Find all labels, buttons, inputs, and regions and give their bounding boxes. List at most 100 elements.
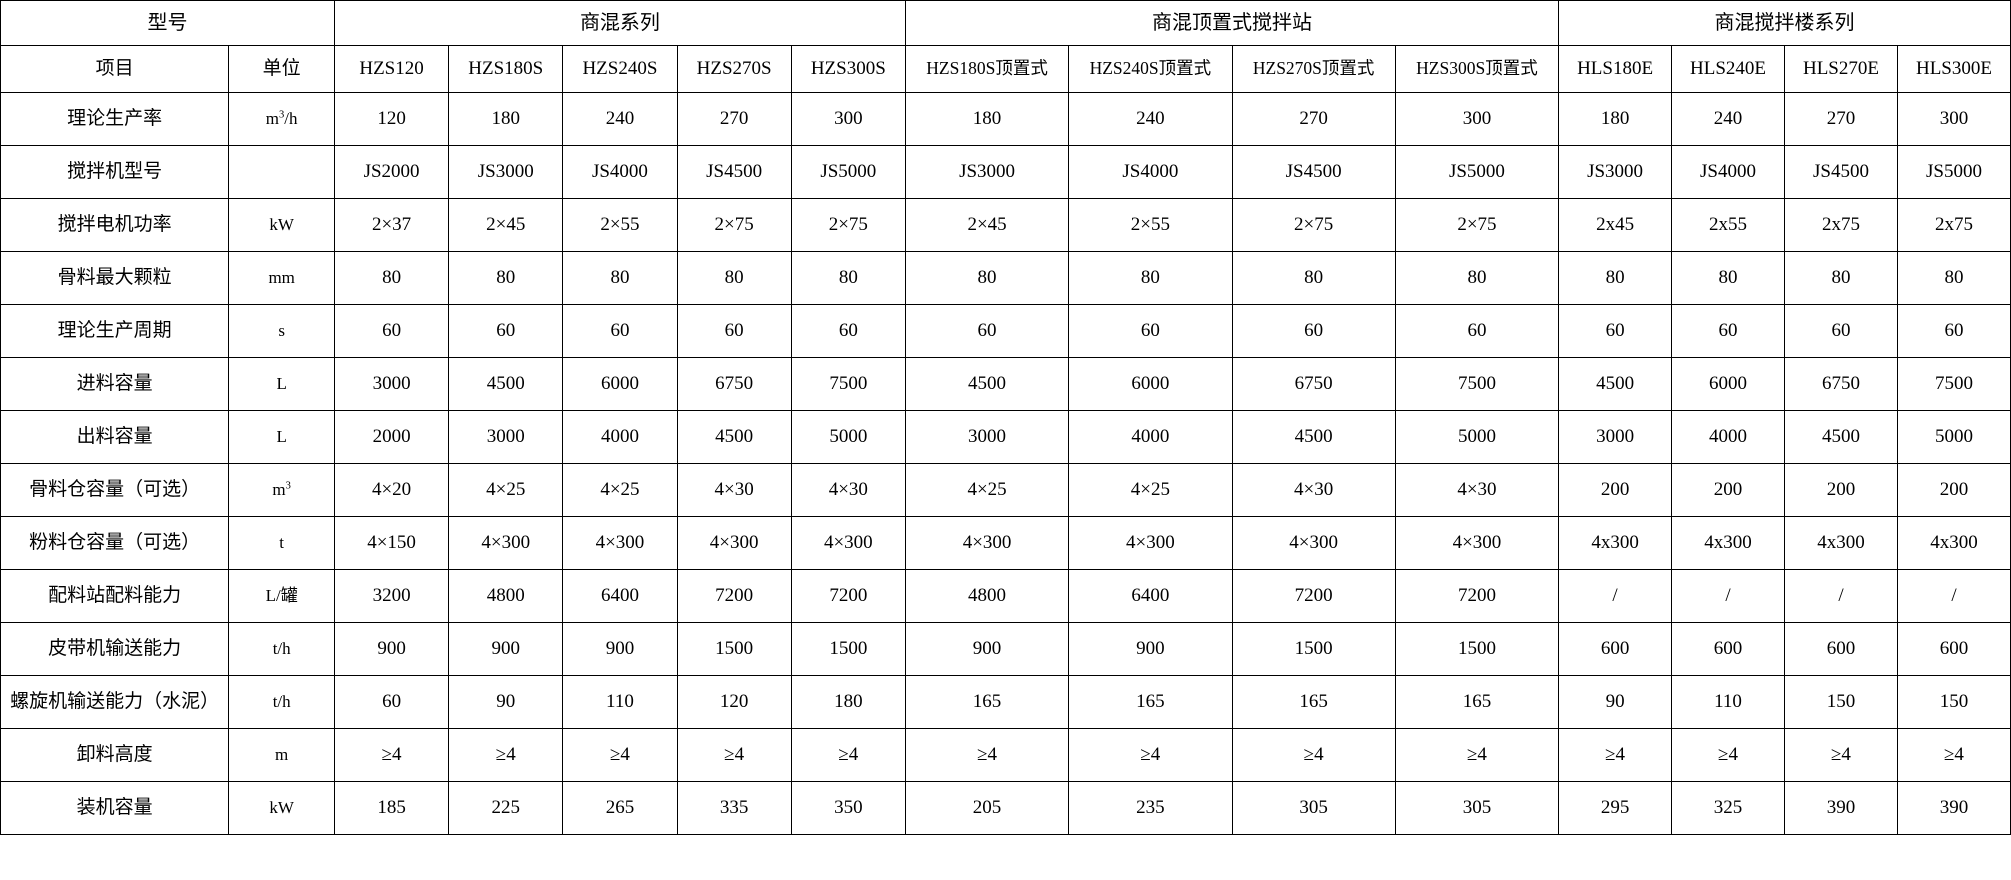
cell-皮带机输送能力-hzs180s顶置式: 900 bbox=[904, 622, 1070, 676]
header-model-hzs180s顶置式: HZS180S顶置式 bbox=[904, 45, 1070, 93]
cell-理论生产周期-hls270e: 60 bbox=[1784, 304, 1898, 358]
cell-搅拌电机功率-hzs270s: 2×75 bbox=[676, 198, 792, 252]
header-unit-label: 单位 bbox=[228, 45, 335, 93]
row-label-粉料仓容量-可选: 粉料仓容量（可选） bbox=[0, 516, 230, 570]
cell-皮带机输送能力-hls240e: 600 bbox=[1671, 622, 1785, 676]
cell-粉料仓容量-可选-hls240e: 4x300 bbox=[1671, 516, 1785, 570]
cell-搅拌电机功率-hls240e: 2x55 bbox=[1671, 198, 1785, 252]
cell-理论生产周期-hzs120: 60 bbox=[333, 304, 450, 358]
cell-搅拌电机功率-hzs180s顶置式: 2×45 bbox=[904, 198, 1070, 252]
header-group-1: 商混系列 bbox=[333, 0, 906, 46]
row-unit-配料站配料能力: L/罐 bbox=[228, 569, 335, 623]
cell-进料容量-hzs180s: 4500 bbox=[448, 357, 564, 411]
table-row: 粉料仓容量（可选） t 4×150 4×300 4×300 4×300 4×300 4×300… bbox=[0, 516, 2011, 570]
cell-搅拌电机功率-hls300e: 2x75 bbox=[1896, 198, 2011, 252]
row-unit-骨料最大颗粒: mm bbox=[228, 251, 335, 305]
header-model-row: 项目 单位 HZS120 HZS180S HZS240S HZS270S HZS300S HZ… bbox=[0, 45, 2011, 93]
row-label-配料站配料能力: 配料站配料能力 bbox=[0, 569, 230, 623]
cell-骨料仓容量-可选-hzs270s: 4×30 bbox=[676, 463, 792, 517]
cell-搅拌机型号-hzs300s顶置式: JS5000 bbox=[1394, 145, 1560, 199]
cell-骨料最大颗粒-hzs180s: 80 bbox=[448, 251, 564, 305]
cell-骨料最大颗粒-hzs240s顶置式: 80 bbox=[1068, 251, 1233, 305]
cell-搅拌机型号-hls270e: JS4500 bbox=[1784, 145, 1898, 199]
header-model-hls270e: HLS270E bbox=[1784, 45, 1898, 93]
cell-理论生产率-hzs240s顶置式: 240 bbox=[1068, 92, 1233, 146]
cell-理论生产周期-hls240e: 60 bbox=[1671, 304, 1785, 358]
cell-骨料仓容量-可选-hzs300s顶置式: 4×30 bbox=[1394, 463, 1560, 517]
cell-卸料高度-hls300e: ≥4 bbox=[1896, 728, 2011, 782]
cell-卸料高度-hzs180s: ≥4 bbox=[448, 728, 564, 782]
cell-配料站配料能力-hls270e: / bbox=[1784, 569, 1898, 623]
cell-骨料最大颗粒-hls180e: 80 bbox=[1558, 251, 1673, 305]
table-row: 螺旋机输送能力（水泥） t/h 60 90 110 120 180 165 165 165 165 9… bbox=[0, 675, 2011, 729]
cell-搅拌电机功率-hzs270s顶置式: 2×75 bbox=[1231, 198, 1396, 252]
cell-卸料高度-hzs120: ≥4 bbox=[333, 728, 450, 782]
cell-理论生产率-hzs270s顶置式: 270 bbox=[1231, 92, 1396, 146]
cell-进料容量-hls270e: 6750 bbox=[1784, 357, 1898, 411]
row-unit-骨料仓容量-可选: m3 bbox=[228, 463, 335, 517]
cell-出料容量-hzs240s: 4000 bbox=[562, 410, 678, 464]
cell-装机容量-hzs120: 185 bbox=[333, 781, 450, 835]
header-model-hls240e: HLS240E bbox=[1671, 45, 1785, 93]
cell-螺旋机输送能力-水泥-hls240e: 110 bbox=[1671, 675, 1785, 729]
cell-出料容量-hls300e: 5000 bbox=[1896, 410, 2011, 464]
table-row: 搅拌电机功率 kW 2×37 2×45 2×55 2×75 2×75 2×45 2×55 2×75… bbox=[0, 198, 2011, 252]
cell-粉料仓容量-可选-hzs120: 4×150 bbox=[333, 516, 450, 570]
cell-进料容量-hzs240s顶置式: 6000 bbox=[1068, 357, 1233, 411]
cell-皮带机输送能力-hls300e: 600 bbox=[1896, 622, 2011, 676]
cell-皮带机输送能力-hzs270s: 1500 bbox=[676, 622, 792, 676]
header-model-hzs300s: HZS300S bbox=[790, 45, 906, 93]
cell-配料站配料能力-hls180e: / bbox=[1558, 569, 1673, 623]
row-unit-粉料仓容量-可选: t bbox=[228, 516, 335, 570]
cell-搅拌电机功率-hzs300s: 2×75 bbox=[790, 198, 906, 252]
cell-出料容量-hzs120: 2000 bbox=[333, 410, 450, 464]
cell-进料容量-hzs270s: 6750 bbox=[676, 357, 792, 411]
cell-理论生产率-hzs300s: 300 bbox=[790, 92, 906, 146]
table-row: 理论生产率 m3/h 120 180 240 270 300 180 240 270 300 180 2… bbox=[0, 92, 2011, 146]
header-group-3: 商混搅拌楼系列 bbox=[1558, 0, 2011, 46]
cell-出料容量-hls270e: 4500 bbox=[1784, 410, 1898, 464]
cell-搅拌电机功率-hzs180s: 2×45 bbox=[448, 198, 564, 252]
cell-进料容量-hls300e: 7500 bbox=[1896, 357, 2011, 411]
cell-粉料仓容量-可选-hzs300s: 4×300 bbox=[790, 516, 906, 570]
cell-搅拌机型号-hls180e: JS3000 bbox=[1558, 145, 1673, 199]
cell-出料容量-hzs270s: 4500 bbox=[676, 410, 792, 464]
cell-理论生产率-hzs180s: 180 bbox=[448, 92, 564, 146]
row-unit-进料容量: L bbox=[228, 357, 335, 411]
row-label-装机容量: 装机容量 bbox=[0, 781, 230, 835]
header-model-hzs270s: HZS270S bbox=[676, 45, 792, 93]
cell-骨料仓容量-可选-hzs270s顶置式: 4×30 bbox=[1231, 463, 1396, 517]
cell-装机容量-hls180e: 295 bbox=[1558, 781, 1673, 835]
cell-粉料仓容量-可选-hzs240s: 4×300 bbox=[562, 516, 678, 570]
cell-装机容量-hls240e: 325 bbox=[1671, 781, 1785, 835]
header-model-hzs240s顶置式: HZS240S顶置式 bbox=[1068, 45, 1233, 93]
cell-骨料最大颗粒-hls240e: 80 bbox=[1671, 251, 1785, 305]
cell-粉料仓容量-可选-hls270e: 4x300 bbox=[1784, 516, 1898, 570]
cell-配料站配料能力-hzs300s: 7200 bbox=[790, 569, 906, 623]
cell-骨料仓容量-可选-hzs240s顶置式: 4×25 bbox=[1068, 463, 1233, 517]
row-label-骨料仓容量-可选: 骨料仓容量（可选） bbox=[0, 463, 230, 517]
header-group-model: 型号 bbox=[0, 0, 335, 46]
cell-骨料仓容量-可选-hzs120: 4×20 bbox=[333, 463, 450, 517]
row-label-理论生产率: 理论生产率 bbox=[0, 92, 230, 146]
table-row: 搅拌机型号 JS2000 JS3000 JS4000 JS4500 JS5000 JS300… bbox=[0, 145, 2011, 199]
cell-装机容量-hzs300s顶置式: 305 bbox=[1394, 781, 1560, 835]
table-row: 骨料仓容量（可选） m3 4×20 4×25 4×25 4×30 4×30 4×25 4×25 4… bbox=[0, 463, 2011, 517]
cell-骨料最大颗粒-hzs270s顶置式: 80 bbox=[1231, 251, 1396, 305]
cell-理论生产周期-hzs270s顶置式: 60 bbox=[1231, 304, 1396, 358]
cell-搅拌机型号-hzs240s顶置式: JS4000 bbox=[1068, 145, 1233, 199]
cell-出料容量-hzs270s顶置式: 4500 bbox=[1231, 410, 1396, 464]
cell-配料站配料能力-hls240e: / bbox=[1671, 569, 1785, 623]
cell-理论生产率-hls180e: 180 bbox=[1558, 92, 1673, 146]
cell-装机容量-hzs240s顶置式: 235 bbox=[1068, 781, 1233, 835]
cell-螺旋机输送能力-水泥-hzs270s: 120 bbox=[676, 675, 792, 729]
cell-理论生产率-hls270e: 270 bbox=[1784, 92, 1898, 146]
cell-进料容量-hls240e: 6000 bbox=[1671, 357, 1785, 411]
cell-骨料最大颗粒-hzs240s: 80 bbox=[562, 251, 678, 305]
cell-皮带机输送能力-hzs270s顶置式: 1500 bbox=[1231, 622, 1396, 676]
header-model-hls180e: HLS180E bbox=[1558, 45, 1673, 93]
cell-螺旋机输送能力-水泥-hls300e: 150 bbox=[1896, 675, 2011, 729]
row-unit-装机容量: kW bbox=[228, 781, 335, 835]
cell-进料容量-hzs300s: 7500 bbox=[790, 357, 906, 411]
cell-搅拌电机功率-hzs240s: 2×55 bbox=[562, 198, 678, 252]
